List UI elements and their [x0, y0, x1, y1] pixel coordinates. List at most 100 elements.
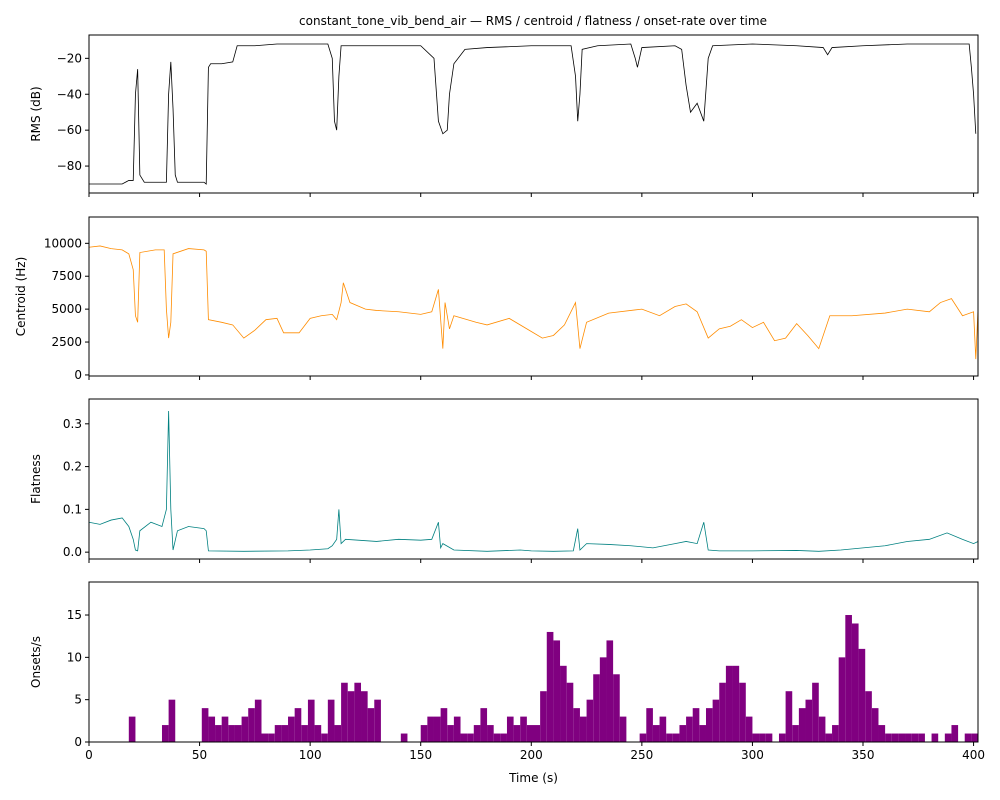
y-tick-label: 0.0	[63, 545, 82, 559]
x-axis-label: Time (s)	[508, 771, 558, 785]
bar	[792, 725, 799, 742]
x-tick-label: 150	[409, 748, 432, 762]
bar	[964, 733, 972, 742]
bar	[878, 725, 886, 742]
bar	[798, 708, 806, 742]
bar	[281, 725, 289, 742]
x-tick-label: 250	[630, 748, 653, 762]
y-tick-label: −20	[57, 51, 82, 65]
bar	[931, 733, 939, 742]
bar	[666, 733, 673, 742]
bar	[540, 691, 547, 742]
bar	[301, 725, 308, 742]
x-tick-label: 200	[520, 748, 543, 762]
bar	[420, 725, 428, 742]
bar	[905, 733, 912, 742]
bar	[951, 725, 959, 742]
axes-frame	[88, 216, 979, 377]
bar	[560, 665, 567, 742]
bar	[274, 725, 282, 742]
bar	[241, 716, 249, 742]
bar	[546, 631, 554, 742]
bar	[228, 725, 235, 742]
bar	[248, 708, 255, 742]
bar	[898, 733, 906, 742]
bar	[759, 733, 766, 742]
bar	[586, 699, 594, 742]
bar	[254, 699, 262, 742]
bar	[467, 733, 474, 742]
bar	[745, 716, 753, 742]
bar	[579, 716, 587, 742]
x-tick-label: 400	[962, 748, 985, 762]
bar	[606, 640, 614, 742]
bar	[566, 682, 574, 742]
bar	[865, 691, 872, 742]
bar	[646, 708, 653, 742]
bar	[314, 725, 322, 742]
bar	[526, 725, 534, 742]
bar	[778, 733, 786, 742]
bar	[725, 665, 733, 742]
bar	[765, 733, 773, 742]
data-line	[89, 43, 977, 185]
bar	[752, 733, 760, 742]
bar	[294, 708, 302, 742]
bar	[506, 716, 514, 742]
bar	[818, 716, 826, 742]
bar	[944, 733, 952, 742]
bar	[453, 716, 461, 742]
y-tick-label: −40	[57, 87, 82, 101]
y-tick-label: 7500	[51, 269, 82, 283]
bar	[911, 733, 919, 742]
bar	[460, 733, 468, 742]
y-axis-label: RMS (dB)	[29, 86, 43, 141]
bar	[334, 725, 342, 742]
bar	[520, 716, 527, 742]
y-tick-label: 0.2	[63, 460, 82, 474]
bar	[599, 657, 607, 742]
x-tick-label: 100	[299, 748, 322, 762]
bar	[288, 716, 295, 742]
bar	[971, 733, 978, 742]
bar	[433, 716, 441, 742]
bar	[739, 682, 746, 742]
bar	[447, 725, 454, 742]
y-tick-label: 10	[67, 650, 82, 664]
bar	[168, 699, 176, 742]
bar	[493, 733, 501, 742]
y-tick-label: 0.1	[63, 502, 82, 516]
bar	[659, 716, 667, 742]
y-tick-label: 10000	[44, 236, 82, 250]
bar	[161, 725, 169, 742]
y-tick-label: 15	[67, 608, 82, 622]
bar	[593, 674, 600, 742]
bar	[838, 657, 846, 742]
bar	[473, 725, 481, 742]
bar	[480, 708, 488, 742]
bar	[440, 708, 448, 742]
chart-title: constant_tone_vib_bend_air — RMS / centr…	[299, 14, 767, 28]
bar	[367, 708, 375, 742]
bar	[341, 682, 348, 742]
bar	[639, 733, 647, 742]
x-tick-label: 0	[85, 748, 93, 762]
bar	[427, 716, 434, 742]
bar	[268, 733, 275, 742]
bar	[201, 708, 209, 742]
bar	[573, 708, 580, 742]
bar	[885, 733, 892, 742]
y-tick-label: −80	[57, 159, 82, 173]
y-tick-label: 2500	[51, 335, 82, 349]
bar	[261, 733, 269, 742]
bar	[327, 699, 335, 742]
bar	[712, 699, 720, 742]
bar	[845, 615, 852, 742]
bar	[619, 716, 627, 742]
axes-frame	[88, 398, 979, 560]
bar	[891, 733, 899, 742]
x-tick-label: 300	[741, 748, 764, 762]
bar	[732, 665, 740, 742]
